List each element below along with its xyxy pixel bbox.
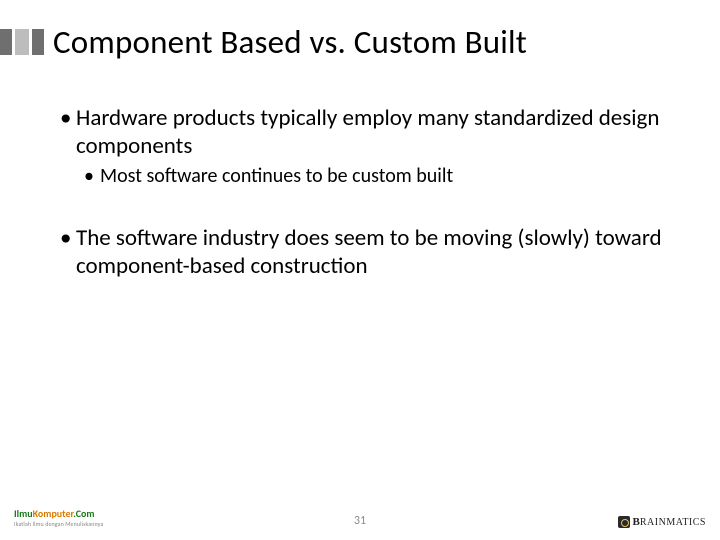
title-bars-icon: [0, 29, 47, 55]
spacer: [60, 193, 670, 225]
title-row: Component Based vs. Custom Built: [0, 22, 527, 62]
logo-ilmukomputer: IlmuKomputer.Com Ikatlah Ilmu dengan Men…: [14, 507, 103, 528]
bullet-industry-moving: The software industry does seem to be mo…: [60, 225, 670, 280]
logo-left-part1: Ilmu: [14, 507, 33, 520]
title-bar-3: [32, 29, 44, 55]
bullet-software-custom: Most software continues to be custom bui…: [84, 164, 670, 189]
logo-right-b: B: [633, 516, 640, 528]
logo-left-part3: .Com: [73, 507, 94, 520]
logo-left-part2: Komputer: [33, 507, 74, 520]
logo-right-rest: RAINMATICS: [640, 517, 706, 528]
title-bar-2: [15, 29, 29, 55]
slide-body: Hardware products typically employ many …: [60, 105, 670, 284]
logo-brainmatics: BRAINMATICS: [618, 516, 706, 528]
title-bar-1: [0, 29, 12, 55]
bullet-hardware: Hardware products typically employ many …: [60, 105, 670, 160]
slide-title: Component Based vs. Custom Built: [53, 22, 527, 62]
logo-left-subtitle: Ikatlah Ilmu dengan Menuliskannya: [14, 520, 103, 528]
brainmatics-icon: [618, 516, 630, 528]
page-number: 31: [354, 514, 366, 528]
logo-left-main: IlmuKomputer.Com: [14, 507, 95, 520]
slide: Component Based vs. Custom Built Hardwar…: [0, 0, 720, 540]
